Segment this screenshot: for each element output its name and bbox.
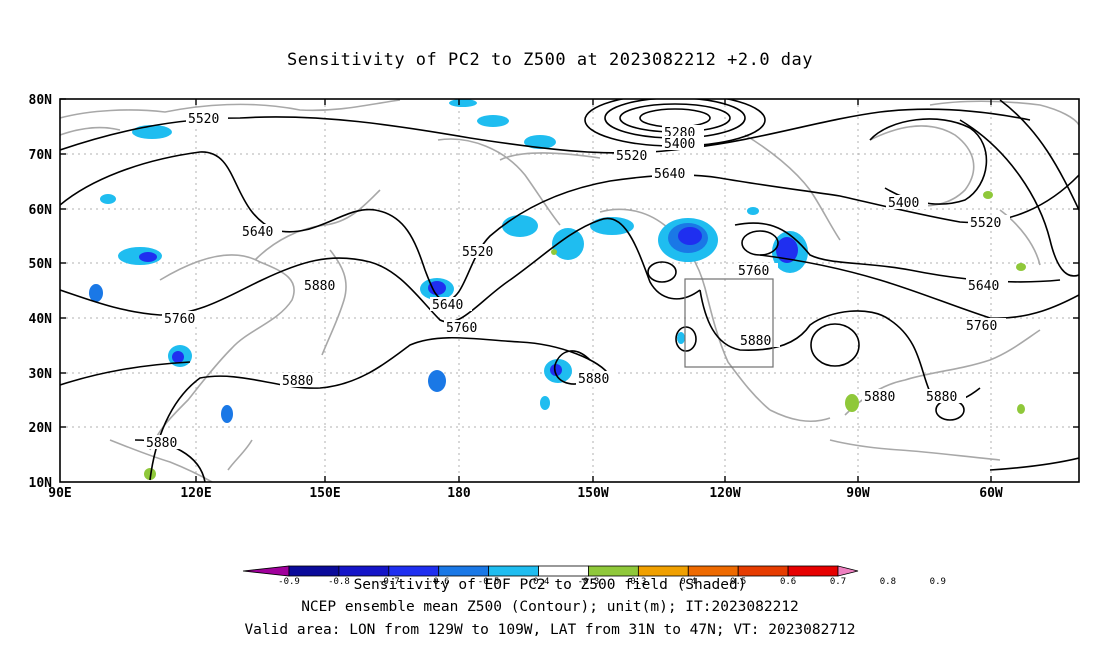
contour-label: 5880 [282, 374, 313, 389]
colorbar-tick-label: 0.8 [880, 577, 896, 587]
longitude-labels: 90E 120E 150E 180 150W 120W 90W 60W [48, 486, 1003, 501]
lon-label: 150E [309, 486, 340, 501]
chart-title: Sensitivity of PC2 to Z500 at 2023082212… [286, 50, 813, 70]
colorbar-bin [388, 565, 440, 577]
lat-label: 70N [29, 148, 53, 163]
lat-label: 40N [29, 312, 53, 327]
colorbar-bin [438, 565, 490, 577]
contour-label: 5880 [578, 372, 609, 387]
contour-label: 5400 [664, 137, 695, 152]
colorbar-tick-label: 0.4 [680, 577, 696, 587]
lat-label: 20N [29, 421, 53, 436]
colorbar-bin [737, 565, 789, 577]
contour-label: 5640 [654, 167, 685, 182]
colorbar-tick-label: -0.4 [528, 577, 550, 587]
contour-label: 5760 [446, 321, 477, 336]
colorbar-bin [338, 565, 390, 577]
map-frame [59, 98, 1080, 483]
lon-label: 60W [979, 486, 1003, 501]
lon-label: 150W [577, 486, 608, 501]
colorbar-tick-label: -0.3 [578, 577, 600, 587]
footer-line-3: Valid area: LON from 129W to 109W, LAT f… [244, 622, 856, 638]
lon-label: 90E [48, 486, 71, 501]
footer-line-2: NCEP ensemble mean Z500 (Contour); unit(… [301, 599, 799, 615]
contour-labels: 5520 5280 5400 5520 5640 5400 5520 5640 … [146, 112, 1002, 451]
colorbar-tick-label: 0.3 [630, 577, 646, 587]
contour-label: 5880 [926, 390, 957, 405]
lon-label: 90W [846, 486, 870, 501]
contour-label: 5640 [242, 225, 273, 240]
map-area [60, 99, 1079, 482]
lon-label: 120E [180, 486, 211, 501]
colorbar-tick-label: -0.7 [378, 577, 400, 587]
contour-label: 5640 [968, 279, 999, 294]
coastlines [60, 99, 1079, 482]
colorbar-bin [637, 565, 689, 577]
lat-label: 60N [29, 203, 53, 218]
lat-label: 30N [29, 367, 53, 382]
colorbar-bin [288, 565, 340, 577]
contour-label: 5520 [616, 149, 647, 164]
colorbar-tick-label: -0.9 [278, 577, 300, 587]
lon-label: 180 [447, 486, 471, 501]
colorbar-bin [488, 565, 539, 577]
contour-label: 5760 [164, 312, 195, 327]
latitude-labels: 80N 70N 60N 50N 40N 30N 20N 10N [29, 93, 53, 491]
lon-label: 120W [709, 486, 740, 501]
contour-label: 5520 [970, 216, 1001, 231]
colorbar-bin [538, 565, 589, 577]
colorbar-bin [787, 565, 839, 577]
contour-label: 5880 [740, 334, 771, 349]
contour-label: 5760 [966, 319, 997, 334]
footer-line-1: Sensitivity of EOF PC2 to Z500 field (Sh… [353, 577, 747, 593]
lat-label: 80N [29, 93, 53, 108]
contour-label: 5760 [738, 264, 769, 279]
contour-label: 5880 [146, 436, 177, 451]
colorbar-tick-label: 0.7 [830, 577, 846, 587]
colorbar-tick-label: -0.6 [428, 577, 450, 587]
colorbar-tick-label: 0.6 [780, 577, 796, 587]
lat-label: 10N [29, 476, 53, 491]
tick-marks [60, 98, 1079, 482]
colorbar-end-high [837, 565, 859, 577]
contour-label: 5880 [864, 390, 895, 405]
lat-label: 50N [29, 257, 53, 272]
colorbar: -0.9 -0.8 -0.7 -0.6 -0.5 -0.4 -0.3 0.3 0.4 0.5 0.6… [242, 565, 946, 587]
valid-area-box [684, 278, 774, 368]
colorbar-bin [687, 565, 739, 577]
colorbar-bin [588, 565, 639, 577]
contour-label: 5520 [188, 112, 219, 127]
contour-label: 5640 [432, 298, 463, 313]
colorbar-tick-label: -0.8 [328, 577, 350, 587]
colorbar-tick-label: -0.5 [478, 577, 500, 587]
contour-label: 5520 [462, 245, 493, 260]
gridlines [60, 99, 1079, 482]
colorbar-tick-label: 0.9 [930, 577, 946, 587]
colorbar-end-low [242, 565, 290, 577]
contour-label: 5400 [888, 196, 919, 211]
contour-label: 5880 [304, 279, 335, 294]
colorbar-tick-label: 0.5 [730, 577, 746, 587]
